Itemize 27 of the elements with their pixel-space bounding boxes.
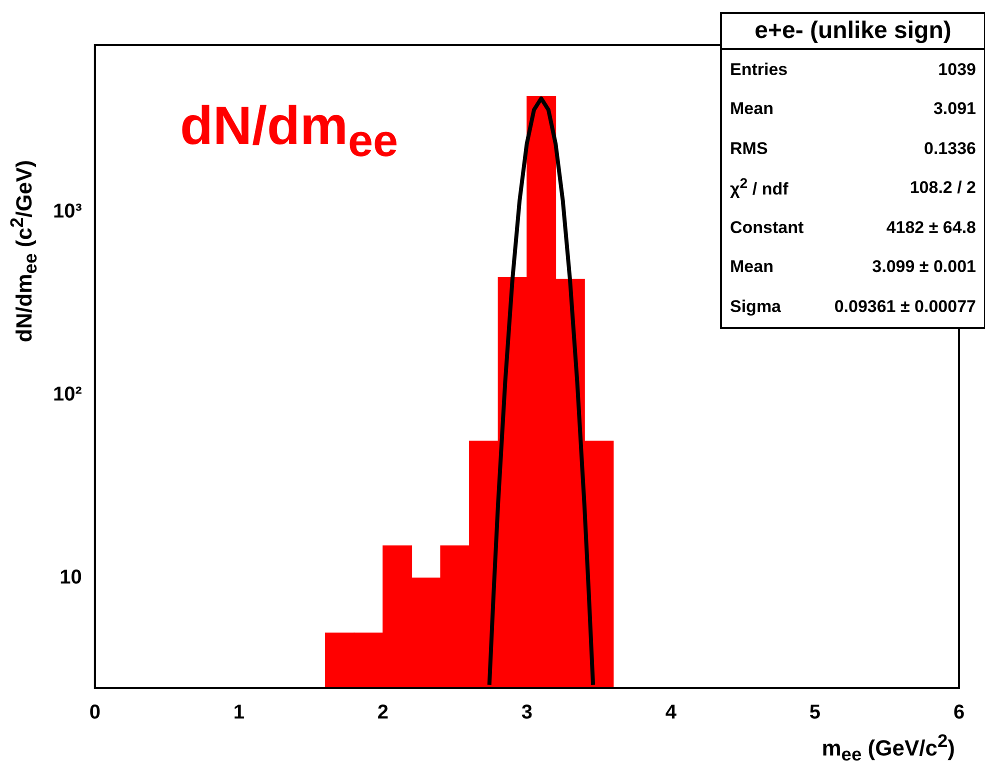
y-tick-label: 10² xyxy=(53,384,82,406)
x-tick-label: 1 xyxy=(233,702,244,724)
annotation: e+e- (unlike sign) xyxy=(722,14,984,50)
annotation: 3.099 ± 0.001 xyxy=(872,257,976,278)
annotation: Entries xyxy=(730,60,788,80)
annotation: 4182 ± 64.8 xyxy=(886,218,976,238)
x-tick-label: 5 xyxy=(809,702,821,724)
annotation: RMS xyxy=(730,138,768,159)
x-tick-label: 6 xyxy=(953,702,965,724)
x-tick-label: 0 xyxy=(89,702,100,724)
annotation: 0.09361 ± 0.00077 xyxy=(834,296,976,317)
text: dN/dm$_{ee}$ xyxy=(180,95,398,167)
annotation: 3.091 xyxy=(933,99,976,120)
annotation: Constant xyxy=(730,218,804,238)
y-tick-label: 10³ xyxy=(53,200,82,223)
annotation: Mean xyxy=(730,257,774,278)
y-tick-label: 10 xyxy=(60,566,82,588)
annotation: Sigma xyxy=(730,296,782,317)
annotation: 108.2 / 2 xyxy=(910,178,976,198)
annotation: χ$^{2}$ / ndf xyxy=(730,176,788,200)
x-tick-label: 2 xyxy=(377,702,388,724)
annotation: Mean xyxy=(730,99,774,120)
annotation: 1039 xyxy=(938,60,976,80)
x-tick-label: 3 xyxy=(521,702,533,724)
x-axis-title: m$_{ee}$ (GeV/c$^{2}$) xyxy=(822,730,955,766)
x-tick-label: 4 xyxy=(665,702,678,724)
annotation: 0.1336 xyxy=(924,138,976,159)
